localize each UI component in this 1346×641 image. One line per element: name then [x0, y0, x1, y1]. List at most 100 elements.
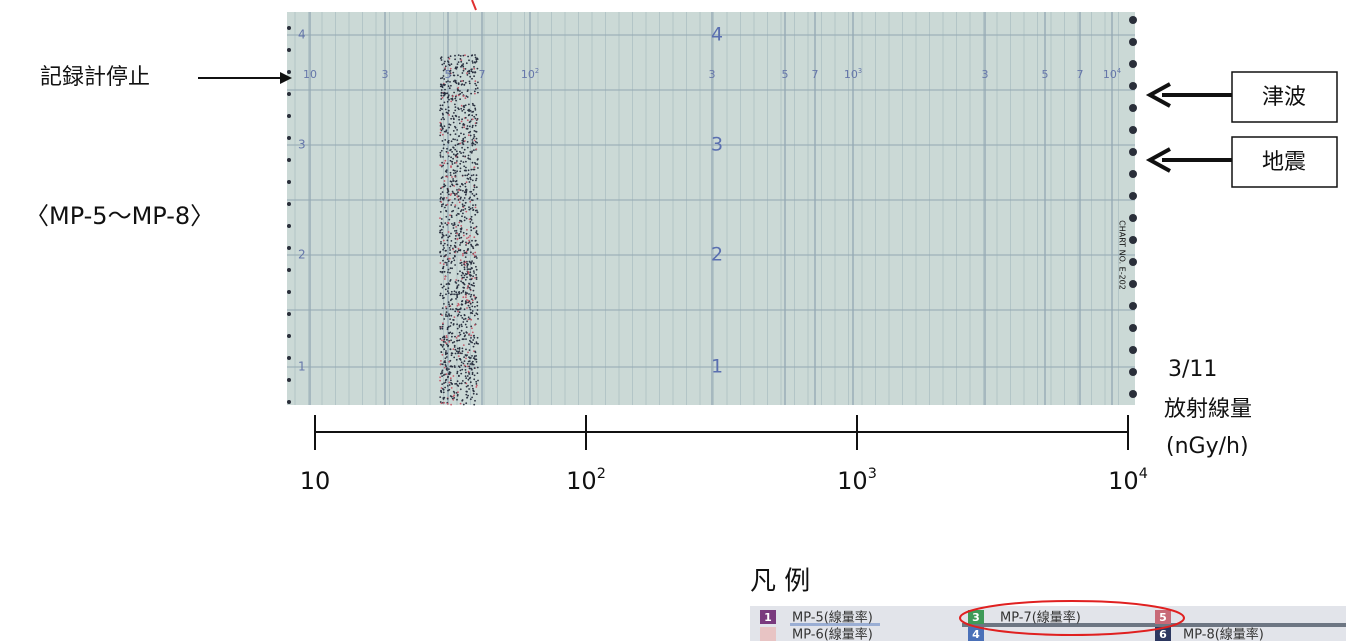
pen-trace-dot [463, 287, 465, 289]
pen-mark [471, 0, 477, 11]
feed-hole [1129, 192, 1137, 200]
feed-hole [287, 356, 291, 360]
pen-trace-dot [460, 292, 463, 294]
pen-trace-dot [466, 266, 469, 268]
pen-trace-dot [460, 209, 463, 211]
pen-trace-dot [474, 109, 477, 111]
pen-trace-dot [442, 336, 444, 339]
pen-trace-dot [465, 296, 467, 299]
pen-trace-dot [448, 218, 451, 221]
pen-trace-dot [468, 59, 470, 62]
pen-trace-dot [463, 335, 466, 338]
pen-trace-dot [462, 231, 465, 234]
pen-trace-dot [448, 114, 450, 116]
pen-trace-dot [457, 247, 460, 250]
pen-trace-dot [441, 77, 444, 79]
pen-trace-dot [450, 314, 453, 317]
pen-trace-dot [473, 334, 475, 337]
pen-trace-dot [469, 376, 472, 379]
pen-trace-dot [459, 242, 462, 244]
pen-trace-dot [443, 382, 445, 384]
pen-trace-dot [456, 139, 459, 142]
pen-trace-dot [469, 312, 472, 314]
pen-trace-dot [443, 62, 445, 65]
pen-trace-dot [458, 326, 461, 328]
pen-trace-dot [442, 69, 445, 72]
pen-trace-dot [460, 60, 463, 63]
pen-trace-dot [463, 263, 465, 266]
pen-trace-dot [460, 231, 462, 233]
pen-trace-dot [452, 130, 455, 132]
pen-trace-dot [461, 338, 464, 341]
pen-trace-dot [445, 350, 447, 352]
scale-tick-exponent: 3 [868, 466, 877, 482]
pen-trace-dot [467, 157, 470, 160]
pen-trace-dot [445, 150, 448, 153]
pen-trace-dot [468, 208, 471, 211]
pen-trace-dot [473, 403, 476, 406]
pen-trace-dot [441, 325, 444, 328]
pen-trace-dot [464, 54, 466, 57]
pen-trace-dot [455, 287, 458, 289]
pen-trace-dot [462, 69, 465, 72]
pen-trace-dot [447, 152, 449, 154]
pen-trace-dot [454, 352, 457, 355]
pen-trace-dot [462, 143, 465, 146]
pen-trace-dot [469, 178, 472, 181]
pen-trace-dot [471, 301, 474, 304]
paper-scale-label: 5 [782, 68, 789, 81]
pen-trace-dot [459, 142, 462, 145]
pen-trace-dot [463, 165, 466, 168]
pen-trace-dot [460, 132, 462, 135]
pen-trace-dot [447, 190, 450, 193]
pen-trace-dot [475, 386, 478, 388]
pen-trace-dot [467, 370, 470, 373]
pen-trace-dot [455, 115, 457, 117]
pen-trace-dot [450, 298, 453, 300]
pen-trace-dot [442, 248, 444, 251]
pen-trace-dot [468, 333, 471, 335]
pen-trace-dot [450, 354, 453, 357]
pen-trace-dot [467, 236, 470, 239]
pen-trace-dot [439, 379, 441, 382]
pen-trace-dot [468, 206, 470, 209]
pen-trace-dot [454, 264, 456, 266]
pen-trace-dot [454, 204, 457, 207]
pen-trace-dot [466, 268, 469, 270]
pen-trace-dot [445, 262, 448, 264]
pen-trace-dot [442, 322, 444, 325]
pen-trace-dot [440, 283, 443, 286]
pen-trace-dot [459, 249, 462, 252]
pen-trace-dot [475, 130, 478, 133]
pen-trace-dot [443, 270, 446, 273]
pen-trace-dot [447, 292, 450, 294]
pen-trace-dot [469, 196, 471, 199]
pen-trace-dot [439, 211, 442, 213]
pen-trace-dot [462, 63, 465, 65]
pen-trace-dot [453, 172, 455, 175]
pen-trace-dot [444, 386, 446, 389]
pen-trace-dot [467, 178, 470, 180]
pen-trace-dot [462, 338, 465, 341]
pen-trace-dot [459, 90, 461, 92]
pen-trace-dot [452, 178, 454, 180]
pen-trace-dot [446, 147, 448, 150]
pen-trace-dot [463, 262, 465, 264]
feed-hole [287, 224, 291, 228]
pen-trace-dot [459, 170, 462, 173]
pen-trace-dot [472, 188, 475, 191]
pen-trace-dot [450, 117, 452, 120]
pen-trace-dot [440, 59, 443, 61]
pen-trace-dot [473, 134, 475, 136]
pen-trace-dot [463, 148, 466, 151]
pen-trace-dot [469, 151, 472, 153]
pen-trace-dot [460, 314, 462, 317]
pen-trace-dot [447, 80, 449, 83]
pen-trace-dot [467, 351, 469, 354]
pen-trace-dot [468, 70, 471, 73]
pen-trace-dot [463, 216, 466, 219]
pen-trace-dot [439, 225, 441, 228]
pen-trace-dot [471, 260, 473, 262]
pen-trace-dot [468, 268, 470, 271]
pen-trace-dot [453, 185, 456, 187]
